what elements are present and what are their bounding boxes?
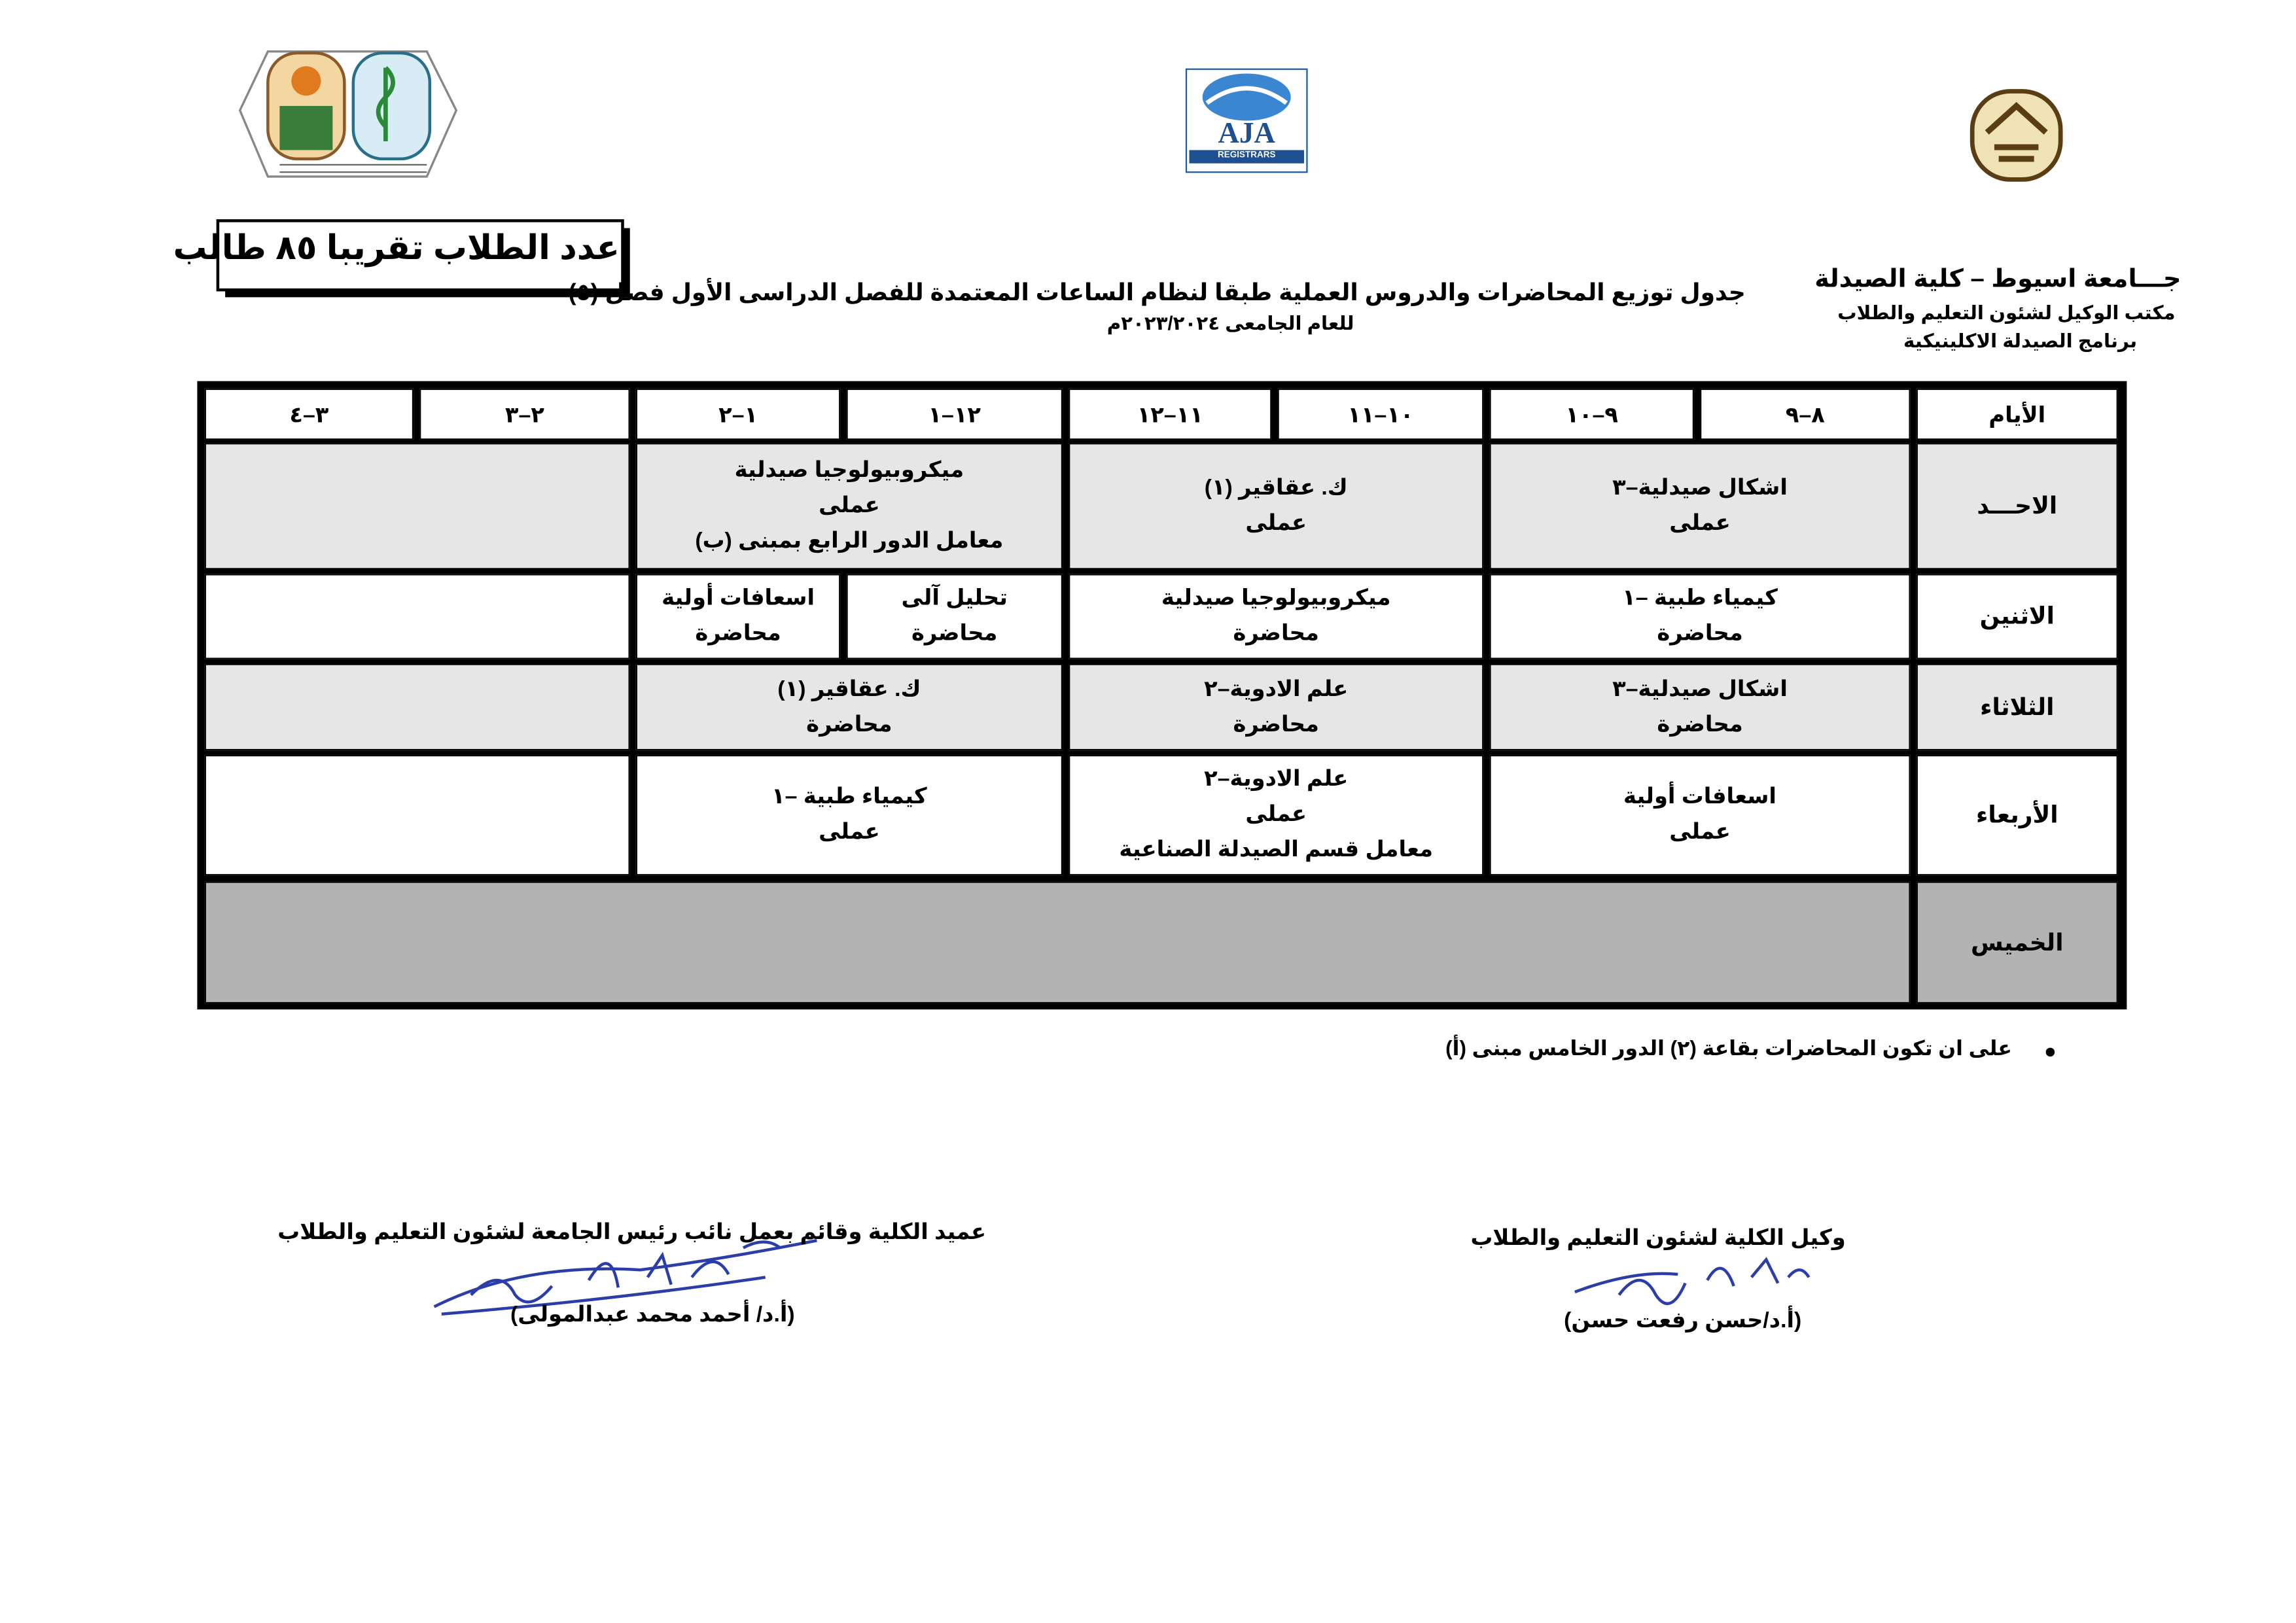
header-cell: ٨–٩ bbox=[1700, 388, 1911, 440]
class-cell: كيمياء طبية –١ محاضرة bbox=[1489, 574, 1911, 659]
cell-text: محاضرة bbox=[1233, 621, 1319, 646]
day-cell: الاثنين bbox=[1916, 574, 2118, 659]
header-cell: ١٠–١١ bbox=[1277, 388, 1484, 440]
class-cell: علم الادوية–٢ محاضرة bbox=[1069, 663, 1484, 751]
aja-logo bbox=[1185, 68, 1308, 173]
class-cell: ك. عقاقير (١) محاضرة bbox=[635, 663, 1063, 751]
cell-text: ك. عقاقير (١) bbox=[777, 676, 921, 701]
academic-year: للعام الجامعى ٢٠٢٣/٢٠٢٤م bbox=[1106, 311, 1354, 334]
cell-text: ميكروبيولوجيا صيدلية bbox=[734, 457, 964, 483]
class-cell: تحليل آلى محاضرة bbox=[846, 574, 1063, 659]
empty-cell bbox=[204, 574, 630, 659]
cell-text: علم الادوية–٢ bbox=[1204, 766, 1349, 792]
day-cell: الثلاثاء bbox=[1916, 663, 2118, 751]
cell-text: اشكال صيدلية–٣ bbox=[1612, 475, 1788, 500]
empty-cell bbox=[204, 754, 630, 876]
cell-text: ميكروبيولوجيا صيدلية bbox=[1161, 585, 1391, 611]
class-cell: علم الادوية–٢ عملى معامل قسم الصيدلة الصنا… bbox=[1069, 754, 1484, 876]
cell-text: اسعافات أولية bbox=[662, 585, 815, 611]
header-cell: ٣–٤ bbox=[204, 388, 414, 440]
class-cell: اشكال صيدلية–٣ محاضرة bbox=[1489, 663, 1911, 751]
class-cell: اسعافات أولية عملى bbox=[1489, 754, 1911, 876]
empty-cell bbox=[204, 881, 1911, 1004]
faculty-logo bbox=[238, 50, 458, 178]
empty-cell bbox=[204, 663, 630, 751]
signature-vice bbox=[1574, 1257, 1810, 1305]
cell-text: ك. عقاقير (١) bbox=[1204, 475, 1348, 500]
cell-text: عملى bbox=[1245, 510, 1307, 536]
cell-text: محاضرة bbox=[806, 711, 892, 737]
cell-text: معامل الدور الرابع بمبنى (ب) bbox=[695, 528, 1004, 553]
office-name: مكتب الوكيل لشئون التعليم والطلاب bbox=[1837, 302, 2176, 324]
cell-text: تحليل آلى bbox=[901, 585, 1008, 611]
cell-text: محاضرة bbox=[1233, 711, 1319, 737]
university-name: جـــامعة اسيوط – كلية الصيدلة bbox=[1814, 264, 2181, 293]
cell-text: اشكال صيدلية–٣ bbox=[1612, 676, 1788, 701]
cell-text: عملى bbox=[819, 819, 880, 845]
cell-text: محاضرة bbox=[1657, 711, 1743, 737]
cell-text: عملى bbox=[819, 493, 880, 518]
cell-text: كيمياء طبية –١ bbox=[1622, 585, 1778, 611]
cell-text: علم الادوية–٢ bbox=[1204, 676, 1349, 701]
university-logo bbox=[1969, 89, 2063, 182]
signature-role: عميد الكلية وقائم بعمل نائب رئيس الجامعة… bbox=[277, 1219, 987, 1245]
bullet bbox=[2045, 1047, 2055, 1057]
cell-text: عملى bbox=[1669, 510, 1731, 536]
class-cell: اسعافات أولية محاضرة bbox=[635, 574, 841, 659]
program-name: برنامج الصيدلة الاكلينيكية bbox=[1903, 329, 2138, 352]
header-cell: الأيام bbox=[1916, 388, 2118, 440]
schedule-title: جدول توزيع المحاضرات والدروس العملية طبق… bbox=[568, 281, 1746, 306]
logo-sub: REGISTRARS bbox=[1217, 151, 1276, 161]
header-cell: ٢–٣ bbox=[419, 388, 630, 440]
day-cell: الخميس bbox=[1916, 881, 2118, 1004]
header-cell: ١١–١٢ bbox=[1069, 388, 1272, 440]
day-cell: الأربعاء bbox=[1916, 754, 2118, 876]
signature-dean bbox=[433, 1239, 817, 1316]
signature-name: (أ.د/ أحمد محمد عبدالمولى) bbox=[510, 1302, 795, 1327]
cell-text: عملى bbox=[1245, 801, 1307, 828]
signature-name: (أ.د/حسن رفعت حسن) bbox=[1564, 1308, 1802, 1333]
signature-role: وكيل الكلية لشئون التعليم والطلاب bbox=[1470, 1225, 1846, 1251]
cell-text: محاضرة bbox=[1657, 621, 1743, 646]
cell-text: عملى bbox=[1669, 819, 1731, 845]
cell-text: كيمياء طبية –١ bbox=[771, 784, 927, 810]
day-cell: الاحـــد bbox=[1916, 443, 2118, 570]
empty-cell bbox=[204, 443, 630, 570]
class-cell: ميكروبيولوجيا صيدلية محاضرة bbox=[1069, 574, 1484, 659]
cell-text: معامل قسم الصيدلة الصناعية bbox=[1119, 837, 1434, 863]
cell-text: اسعافات أولية bbox=[1623, 784, 1777, 810]
header-cell: ١٢–١ bbox=[846, 388, 1063, 440]
header-cell: ١–٢ bbox=[635, 388, 841, 440]
student-count: عدد الطلاب تقريبا ٨٥ طالب bbox=[173, 228, 620, 267]
logo-name: AJA bbox=[1218, 117, 1275, 150]
class-cell: ميكروبيولوجيا صيدلية عملى معامل الدور الرا… bbox=[635, 443, 1063, 570]
cell-text: محاضرة bbox=[695, 621, 781, 646]
header-cell: ٩–١٠ bbox=[1489, 388, 1695, 440]
note: على ان تكون المحاضرات بقاعة (٢) الدور ال… bbox=[1445, 1036, 2012, 1060]
student-box bbox=[216, 219, 624, 292]
class-cell: اشكال صيدلية–٣ عملى bbox=[1489, 443, 1911, 570]
class-cell: ك. عقاقير (١) عملى bbox=[1069, 443, 1484, 570]
cell-text: محاضرة bbox=[911, 621, 998, 646]
class-cell: كيمياء طبية –١ عملى bbox=[635, 754, 1063, 876]
